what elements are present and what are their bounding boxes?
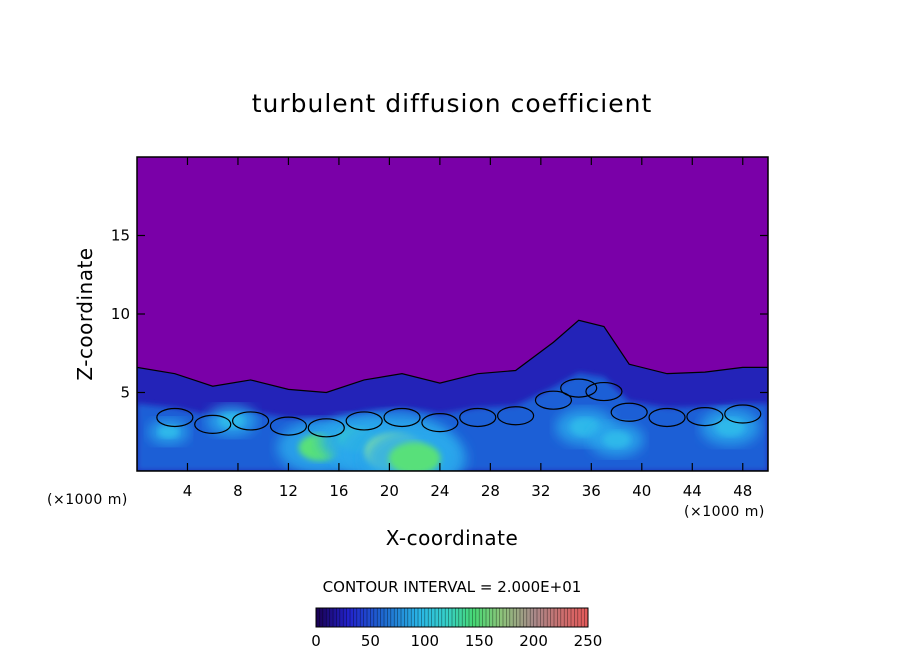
colorbar-tick-label: 200 bbox=[519, 632, 548, 650]
x-tick-label: 40 bbox=[632, 482, 651, 500]
contour-line bbox=[383, 407, 421, 428]
colorbar-segments bbox=[315, 608, 589, 627]
y-unit-label: (×1000 m) bbox=[47, 492, 128, 508]
x-tick-label: 32 bbox=[531, 482, 550, 500]
y-tick-label: 10 bbox=[111, 305, 130, 323]
colorbar-tick-label: 250 bbox=[574, 632, 603, 650]
colorbar-tick-label: 150 bbox=[465, 632, 494, 650]
contour-line bbox=[156, 407, 194, 428]
high-value-core bbox=[602, 431, 631, 449]
high-value-core bbox=[219, 412, 245, 429]
y-tick-label: 15 bbox=[111, 227, 130, 245]
high-value-core bbox=[388, 442, 441, 471]
contour-line bbox=[496, 406, 535, 426]
colorbar-ticks: 0 50 100 150 200 250 bbox=[311, 632, 602, 650]
x-tick-label: 44 bbox=[683, 482, 702, 500]
colorbar-tick-label: 50 bbox=[361, 632, 380, 650]
y-axis-label: Z-coordinate bbox=[73, 247, 97, 380]
contour-interval-text: CONTOUR INTERVAL = 2.000E+01 bbox=[323, 578, 582, 596]
x-tick-label: 28 bbox=[481, 482, 500, 500]
contour-boundary bbox=[137, 319, 768, 471]
x-tick-label: 24 bbox=[430, 482, 449, 500]
contour-line bbox=[459, 407, 497, 428]
contour-line bbox=[231, 411, 270, 431]
x-tick-label: 16 bbox=[329, 482, 348, 500]
high-value-core bbox=[570, 417, 600, 437]
contour-line bbox=[724, 404, 762, 424]
contour-line bbox=[194, 414, 232, 434]
x-axis-label: X-coordinate bbox=[386, 526, 519, 550]
chart-title: turbulent diffusion coefficient bbox=[252, 89, 653, 118]
x-tick-label: 48 bbox=[733, 482, 752, 500]
contour-line bbox=[686, 406, 724, 427]
contour-line bbox=[610, 402, 648, 422]
contour-line bbox=[269, 416, 308, 436]
x-tick-label: 12 bbox=[279, 482, 298, 500]
x-tick-label: 4 bbox=[183, 482, 193, 500]
x-ticks: 4 8 12 16 20 24 28 32 36 40 44 48 bbox=[183, 157, 752, 500]
contour-line bbox=[534, 390, 573, 410]
x-tick-label: 20 bbox=[380, 482, 399, 500]
contour-line bbox=[560, 378, 598, 398]
x-unit-label: (×1000 m) bbox=[684, 504, 765, 520]
high-value-core bbox=[158, 425, 179, 439]
colorbar-tick-label: 0 bbox=[311, 632, 321, 650]
colorbar-tick-label: 100 bbox=[410, 632, 439, 650]
plot-area bbox=[137, 157, 768, 471]
contour-line bbox=[585, 381, 623, 402]
contour-line bbox=[307, 418, 345, 438]
contour-line bbox=[421, 413, 459, 433]
x-tick-label: 36 bbox=[582, 482, 601, 500]
x-tick-label: 8 bbox=[233, 482, 243, 500]
y-tick-label: 5 bbox=[120, 384, 130, 402]
y-ticks: 5 10 15 bbox=[111, 227, 768, 402]
contour-line bbox=[648, 407, 686, 428]
turbulent-field bbox=[137, 319, 768, 471]
contour-line bbox=[345, 411, 383, 431]
